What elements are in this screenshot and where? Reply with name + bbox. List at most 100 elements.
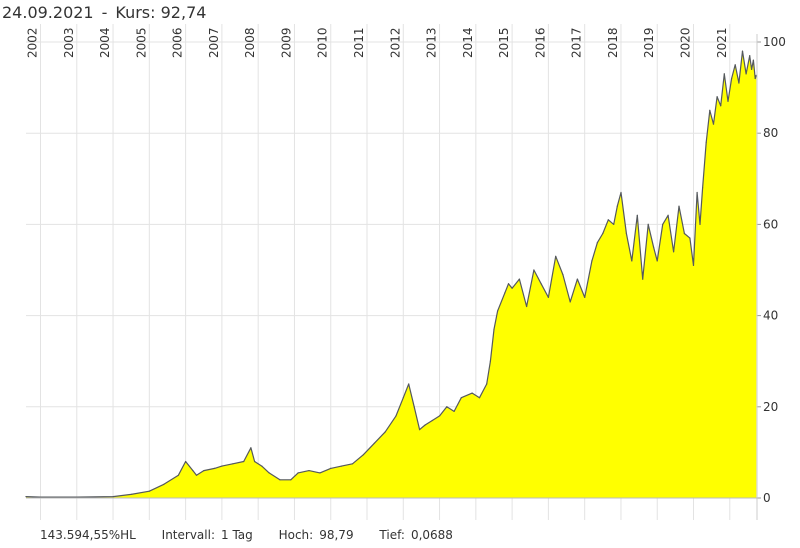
- data-point: [268, 472, 270, 474]
- series-area: [26, 51, 757, 498]
- series-layer: [25, 50, 757, 498]
- data-point: [653, 246, 655, 248]
- data-point: [453, 410, 455, 412]
- data-point: [419, 429, 421, 431]
- data-point: [203, 470, 205, 472]
- x-tick-label: 2019: [642, 27, 656, 58]
- data-point: [602, 232, 604, 235]
- data-point: [692, 264, 695, 266]
- data-point: [591, 260, 593, 262]
- low-label: Tief:: [379, 528, 405, 542]
- data-point: [625, 232, 628, 235]
- data-point: [130, 493, 132, 495]
- data-point: [192, 470, 194, 472]
- data-point: [631, 260, 633, 262]
- data-point: [478, 397, 481, 399]
- data-point: [446, 406, 448, 408]
- data-point: [642, 278, 644, 280]
- y-tick-label: 40: [763, 309, 778, 323]
- data-point: [533, 269, 535, 271]
- data-point: [424, 424, 426, 426]
- interval-value: 1 Tag: [221, 528, 253, 542]
- data-point: [731, 77, 733, 80]
- data-point: [25, 496, 27, 498]
- y-tick-label: 20: [763, 400, 778, 414]
- data-point: [351, 463, 354, 465]
- data-point: [596, 242, 599, 244]
- data-point: [749, 55, 751, 57]
- data-point: [738, 82, 740, 84]
- axes: 2002 2003 2004 2005 2006 2007 2008 2009 2010 2011…: [26, 27, 786, 520]
- price-label: Kurs:: [115, 3, 156, 22]
- data-point: [290, 479, 292, 481]
- x-tick-label: 2002: [26, 27, 40, 58]
- x-tick-label: 2008: [243, 27, 257, 58]
- date-label: 24.09.2021: [2, 3, 94, 22]
- data-point: [607, 219, 609, 221]
- data-point: [636, 214, 638, 216]
- data-point: [702, 187, 704, 189]
- data-point: [497, 310, 499, 312]
- data-point: [112, 496, 114, 498]
- data-point: [254, 460, 256, 463]
- data-point: [504, 292, 506, 294]
- x-tick-label: 2009: [279, 27, 293, 58]
- data-point: [696, 191, 698, 194]
- data-point: [195, 474, 198, 476]
- x-tick-label: 2020: [679, 27, 693, 58]
- y-tick-label: 0: [763, 491, 771, 505]
- data-point: [163, 483, 165, 485]
- data-point: [493, 328, 495, 330]
- data-point: [705, 141, 707, 143]
- data-point: [507, 283, 510, 285]
- x-tick-label: 2014: [461, 27, 475, 58]
- x-tick-label: 2015: [497, 27, 511, 58]
- data-point: [734, 64, 736, 66]
- data-point: [413, 406, 415, 408]
- x-tick-label: 2004: [98, 27, 112, 58]
- data-point: [712, 123, 715, 125]
- data-point: [709, 109, 711, 111]
- low-value: 0,0688: [410, 528, 453, 542]
- data-point: [471, 392, 473, 394]
- data-point: [76, 496, 78, 498]
- data-point: [540, 283, 542, 285]
- data-point: [330, 467, 332, 469]
- data-point: [362, 454, 364, 456]
- data-point: [148, 490, 150, 492]
- x-tick-label: 2013: [425, 27, 439, 58]
- data-point: [555, 255, 557, 257]
- chart-footer: 143.594,55%HL Intervall: 1 Tag Hoch: 98,79…: [40, 525, 475, 545]
- data-point: [727, 100, 729, 102]
- y-tick-label: 60: [763, 217, 778, 231]
- data-point: [754, 77, 756, 80]
- data-point: [683, 232, 686, 235]
- data-point: [250, 447, 252, 449]
- data-point: [243, 460, 245, 463]
- data-point: [439, 415, 441, 417]
- data-point: [547, 296, 550, 298]
- data-point: [569, 301, 571, 303]
- data-point: [279, 479, 281, 481]
- data-point: [486, 383, 488, 385]
- y-tick-label: 80: [763, 126, 778, 140]
- header-separator: -: [101, 3, 108, 22]
- data-point: [518, 278, 521, 280]
- y-tick-label: 100: [763, 35, 786, 49]
- data-point: [384, 431, 386, 433]
- data-point: [720, 105, 722, 107]
- data-point: [232, 463, 234, 465]
- high-label: Hoch:: [278, 528, 314, 542]
- data-point: [214, 467, 216, 469]
- data-point: [620, 191, 622, 194]
- data-point: [489, 360, 491, 362]
- data-point: [511, 287, 513, 289]
- data-point: [741, 50, 744, 52]
- data-point: [745, 73, 747, 75]
- x-tick-label: 2016: [533, 27, 547, 58]
- x-tick-label: 2011: [352, 27, 366, 58]
- interval-label: Intervall:: [161, 528, 215, 542]
- data-point: [699, 223, 701, 225]
- data-point: [341, 465, 343, 467]
